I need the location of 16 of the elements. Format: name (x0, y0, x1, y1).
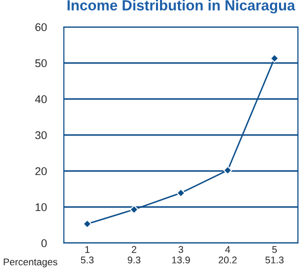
point (176, 188, 186, 198)
chart-title: Income Distribution in Nicaragua (68, 0, 296, 14)
x-tick-label: 3 13.9 (172, 246, 190, 264)
x-tick-label: 1 5.3 (80, 246, 94, 264)
y-tick-label: 20 (35, 167, 47, 176)
y-tick-label: 50 (35, 59, 47, 68)
y-tick-label: 0 (41, 239, 47, 248)
x-tick-label: 5 51.3 (265, 246, 284, 264)
y-tick-label: 10 (36, 203, 47, 212)
y-tick-label: 40 (35, 95, 47, 104)
x-tick-label: 4 20.2 (218, 246, 237, 264)
y-tick-label: 30 (35, 131, 47, 140)
text: Percentages (4, 258, 58, 268)
x-tick-label: 2 9.3 (128, 246, 140, 264)
point (130, 205, 139, 214)
y-tick-label: 60 (35, 23, 47, 32)
